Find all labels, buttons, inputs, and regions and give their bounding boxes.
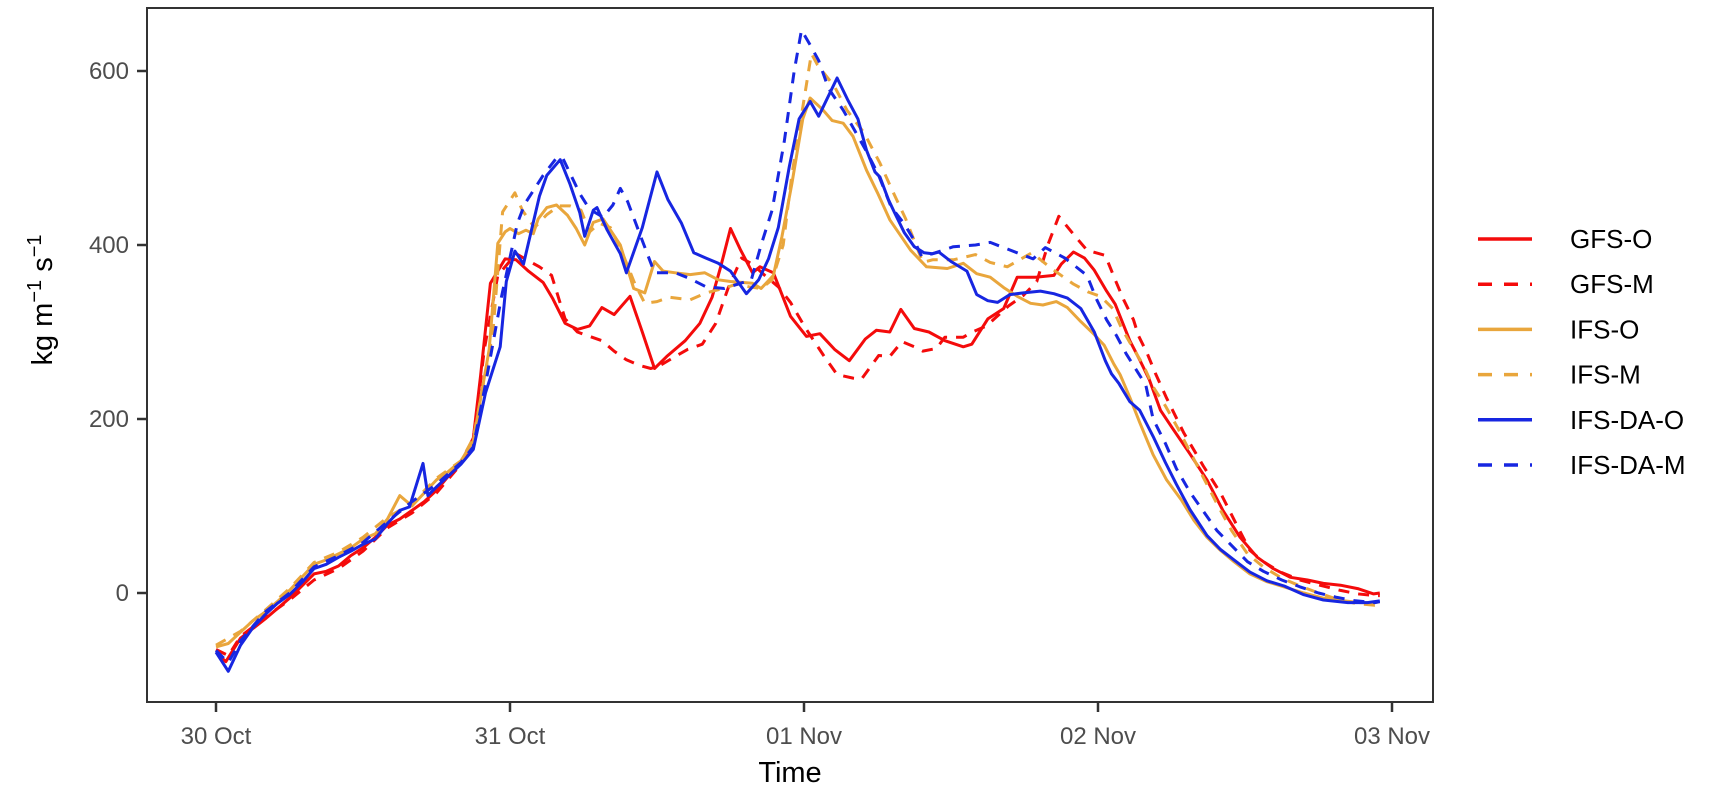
series-line-GFS-M — [215, 214, 1380, 658]
x-tick-label: 01 Nov — [766, 723, 842, 750]
series-line-GFS-O — [214, 227, 1381, 664]
legend-label-GFS-M: GFS-M — [1570, 269, 1654, 299]
legend-label-GFS-O: GFS-O — [1570, 224, 1652, 254]
legend-label-IFS-DA-M: IFS-DA-M — [1570, 450, 1686, 480]
x-tick-label: 02 Nov — [1060, 723, 1136, 750]
y-tick-label: 400 — [89, 232, 129, 259]
y-tick-label: 600 — [89, 58, 129, 85]
y-axis-title: kg m−1 s−1 — [24, 234, 59, 365]
x-tick-label: 03 Nov — [1354, 723, 1430, 750]
legend-label-IFS-O: IFS-O — [1570, 314, 1639, 344]
y-tick-label: 0 — [116, 580, 129, 607]
plot-panel — [146, 7, 1434, 703]
x-tick-label: 31 Oct — [475, 723, 546, 750]
legend-label-IFS-M: IFS-M — [1570, 360, 1641, 390]
series-line-IFS-DA-O — [214, 76, 1381, 673]
x-axis-title: Time — [758, 757, 821, 789]
legend-label-IFS-DA-O: IFS-DA-O — [1570, 405, 1684, 435]
x-tick-label: 30 Oct — [181, 723, 252, 750]
y-tick-label: 200 — [89, 406, 129, 433]
series-line-IFS-M — [215, 52, 1381, 647]
series-line-IFS-DA-M — [214, 28, 1381, 665]
